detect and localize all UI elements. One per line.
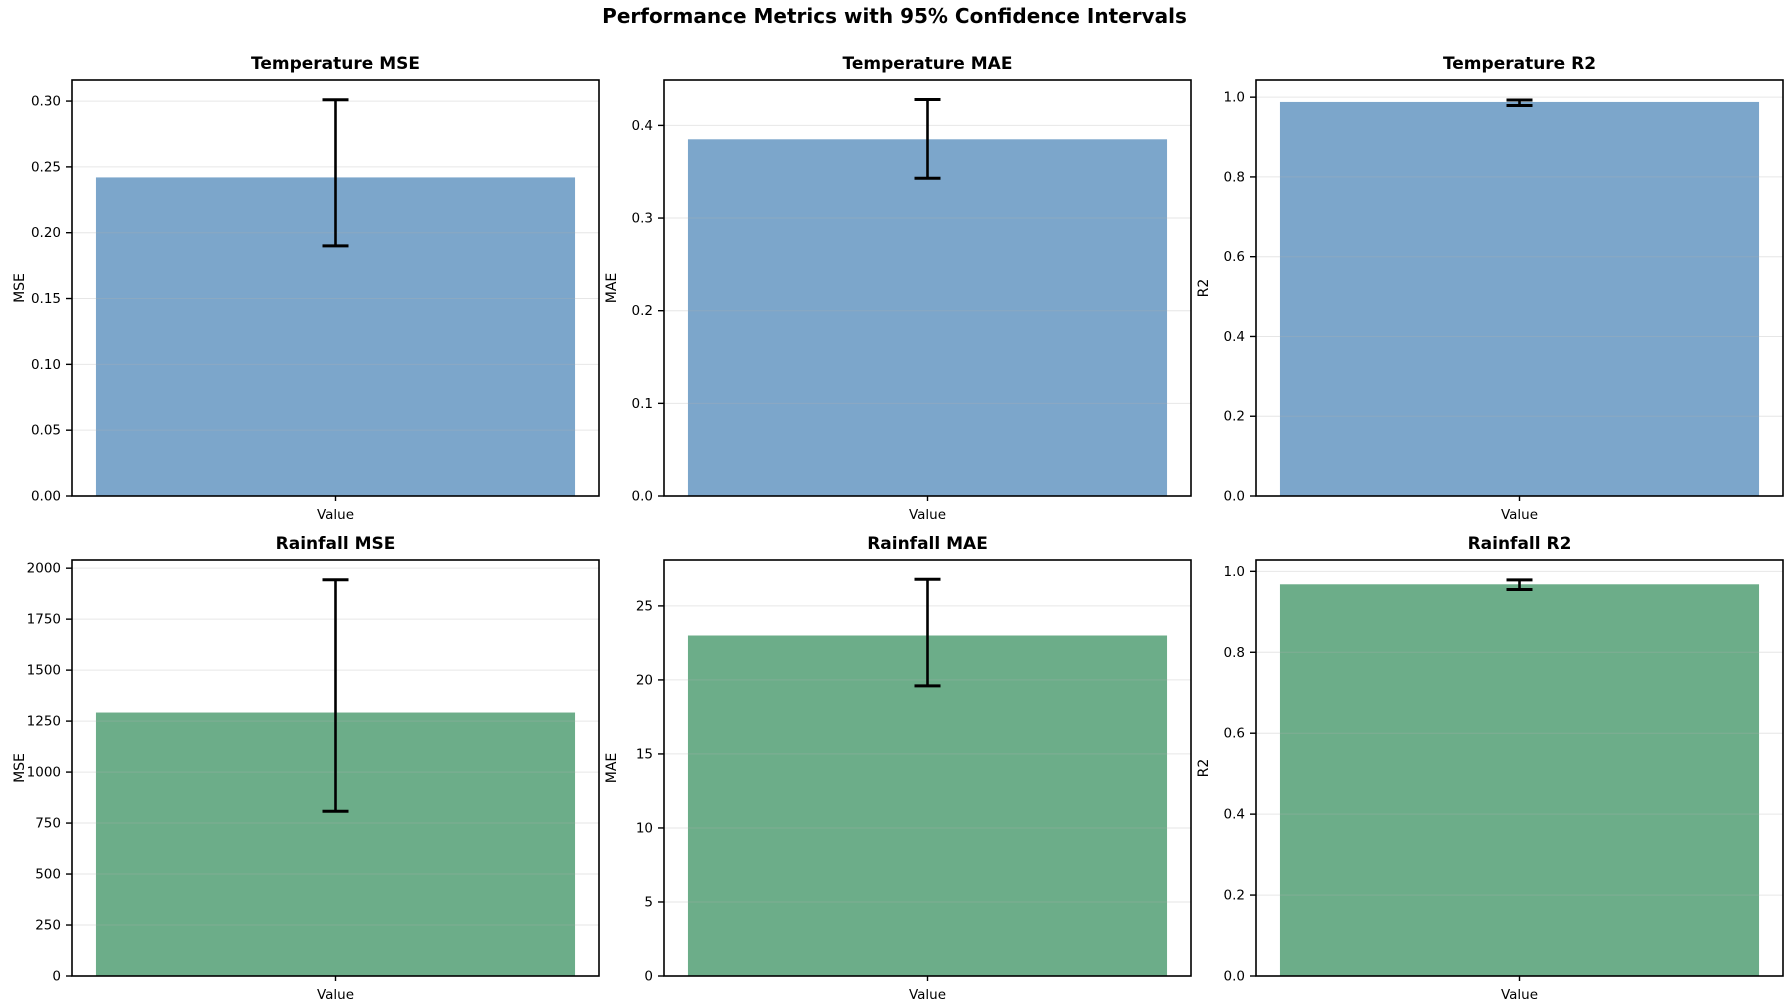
y-tick-label: 1.0	[1224, 564, 1245, 580]
y-tick-label: 0.0	[632, 489, 653, 505]
y-tick-label: 15	[636, 746, 653, 762]
y-tick-label: 0	[52, 969, 61, 985]
x-tick-label: Value	[317, 507, 354, 523]
y-tick-label: 250	[35, 918, 61, 934]
y-tick-label: 0.8	[1224, 169, 1245, 185]
y-tick-label: 0.0	[1224, 489, 1245, 505]
y-axis-label: MSE	[12, 273, 28, 303]
subplot-temperature-r2: 0.0 0.2 0.4 0.6 0.8 1.0 Value Temperature R2 R2	[1184, 44, 1789, 524]
subplot-canvas-rainfall-mae: 0 5 10 15 20 25 Value Rainfall MAE MAE	[604, 534, 1192, 1003]
y-tick-label: 1.0	[1224, 90, 1245, 106]
subplot-temperature-mse: 0.00 0.05 0.10 0.15 0.20 0.25 0.30 Value Tempera…	[0, 44, 605, 524]
y-tick-label: 0.30	[31, 94, 61, 110]
y-tick-label: 1750	[27, 612, 61, 628]
bar-temperature-r2	[1279, 101, 1760, 497]
subplot-title: Temperature MAE	[843, 54, 1013, 74]
y-tick-label: 0.20	[31, 225, 61, 241]
y-tick-label: 0.4	[1224, 807, 1245, 823]
subplot-title: Rainfall MAE	[867, 534, 988, 554]
y-tick-label: 0.6	[1224, 249, 1245, 265]
subplot-temperature-mae: 0.0 0.1 0.2 0.3 0.4 Value Temperature MAE MAE	[592, 44, 1197, 524]
y-tick-label: 0.3	[632, 211, 653, 227]
y-tick-label: 500	[35, 867, 61, 883]
y-axis-label: R2	[1196, 759, 1212, 778]
y-axis-label: MSE	[12, 753, 28, 783]
x-tick-label: Value	[909, 987, 946, 1003]
y-tick-label: 25	[636, 598, 653, 614]
subplot-canvas-rainfall-mse: 0 250 500 750 1000 1250 1500 1750 2000 Value Rainf…	[12, 534, 600, 1003]
y-tick-label: 1250	[27, 714, 61, 730]
subplot-title: Rainfall MSE	[276, 534, 396, 554]
subplot-rainfall-mae: 0 5 10 15 20 25 Value Rainfall MAE MAE	[592, 524, 1197, 1004]
y-tick-label: 0.15	[31, 291, 61, 307]
y-tick-label: 0.10	[31, 357, 61, 373]
subplot-title: Temperature MSE	[251, 54, 420, 74]
y-tick-label: 0.4	[1224, 329, 1245, 345]
subplot-canvas-rainfall-r2: 0.0 0.2 0.4 0.6 0.8 1.0 Value Rainfall R2 R2	[1196, 534, 1784, 1003]
y-tick-label: 20	[636, 672, 653, 688]
y-tick-label: 1500	[27, 663, 61, 679]
bar-rainfall-mae	[687, 635, 1168, 976]
bar-rainfall-r2	[1279, 584, 1760, 976]
y-tick-label: 0	[644, 969, 653, 985]
y-tick-label: 750	[35, 816, 61, 832]
y-axis-label: MAE	[604, 753, 620, 784]
subplot-rainfall-r2: 0.0 0.2 0.4 0.6 0.8 1.0 Value Rainfall R2 R2	[1184, 524, 1789, 1004]
y-axis-label: R2	[1196, 279, 1212, 298]
subplot-title: Rainfall R2	[1468, 534, 1572, 554]
y-axis-label: MAE	[604, 273, 620, 304]
y-tick-label: 0.4	[632, 118, 653, 134]
y-tick-label: 0.2	[632, 303, 653, 319]
y-tick-label: 0.0	[1224, 969, 1245, 985]
subplot-canvas-temperature-r2: 0.0 0.2 0.4 0.6 0.8 1.0 Value Temperature R2 R2	[1196, 54, 1784, 523]
x-tick-label: Value	[909, 507, 946, 523]
y-tick-label: 0.25	[31, 159, 61, 175]
subplot-rainfall-mse: 0 250 500 750 1000 1250 1500 1750 2000 Value Rainf…	[0, 524, 605, 1004]
bar-temperature-mae	[687, 139, 1168, 496]
figure-suptitle: Performance Metrics with 95% Confidence …	[602, 4, 1187, 28]
x-tick-label: Value	[317, 987, 354, 1003]
y-tick-label: 0.2	[1224, 409, 1245, 425]
subplot-canvas-temperature-mae: 0.0 0.1 0.2 0.3 0.4 Value Temperature MAE MAE	[604, 54, 1192, 523]
y-tick-label: 0.1	[632, 396, 653, 412]
subplot-canvas-temperature-mse: 0.00 0.05 0.10 0.15 0.20 0.25 0.30 Value Tempera…	[12, 54, 600, 523]
y-tick-label: 0.00	[31, 489, 61, 505]
x-tick-label: Value	[1501, 987, 1538, 1003]
subplot-title: Temperature R2	[1443, 54, 1596, 74]
y-tick-label: 0.2	[1224, 888, 1245, 904]
y-tick-label: 10	[636, 820, 653, 836]
y-tick-label: 0.8	[1224, 645, 1245, 661]
y-tick-label: 2000	[27, 561, 61, 577]
y-tick-label: 5	[644, 894, 653, 910]
x-tick-label: Value	[1501, 507, 1538, 523]
y-tick-label: 0.6	[1224, 726, 1245, 742]
y-tick-label: 0.05	[31, 423, 61, 439]
y-tick-label: 1000	[27, 765, 61, 781]
